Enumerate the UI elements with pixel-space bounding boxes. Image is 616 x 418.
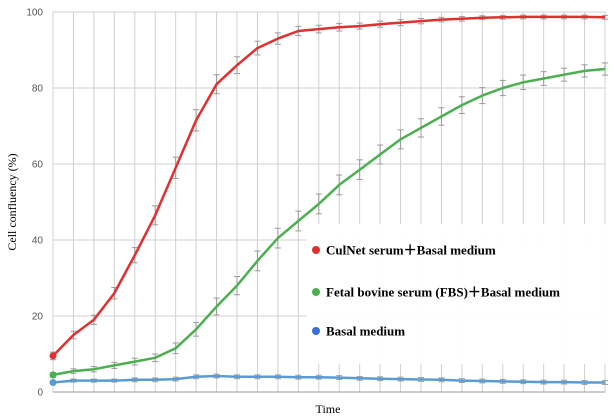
legend-label: CulNet serum＋Basal medium: [326, 243, 496, 258]
series-point: [49, 371, 57, 379]
y-tick-label: 100: [26, 8, 43, 19]
y-axis-ticks: 0 20 40 60 80 100: [26, 8, 43, 399]
y-tick-label: 20: [32, 312, 44, 323]
chart-legend: CulNet serum＋Basal medium Fetal bovine se…: [312, 243, 560, 339]
legend-label: Fetal bovine serum (FBS)＋Basal medium: [326, 285, 560, 300]
series-line: [52, 15, 606, 357]
y-tick-label: 0: [37, 388, 43, 399]
series-2: [49, 62, 608, 379]
legend-marker: [312, 288, 320, 296]
y-tick-label: 40: [32, 236, 44, 247]
y-axis-title: Cell confluency (%): [5, 153, 19, 250]
series-line: [52, 374, 605, 384]
x-axis-title: Time: [316, 402, 341, 416]
legend-box: [307, 224, 607, 364]
series-3: [49, 373, 608, 386]
legend-label: Basal medium: [326, 324, 405, 339]
chart-series: [49, 14, 608, 386]
legend-marker: [312, 327, 320, 335]
series-1: [49, 14, 608, 361]
y-tick-label: 60: [32, 160, 44, 171]
series-line: [52, 67, 606, 377]
y-tick-label: 80: [32, 84, 44, 95]
series-point: [49, 379, 57, 386]
series-point: [49, 352, 57, 360]
legend-marker: [312, 246, 320, 254]
